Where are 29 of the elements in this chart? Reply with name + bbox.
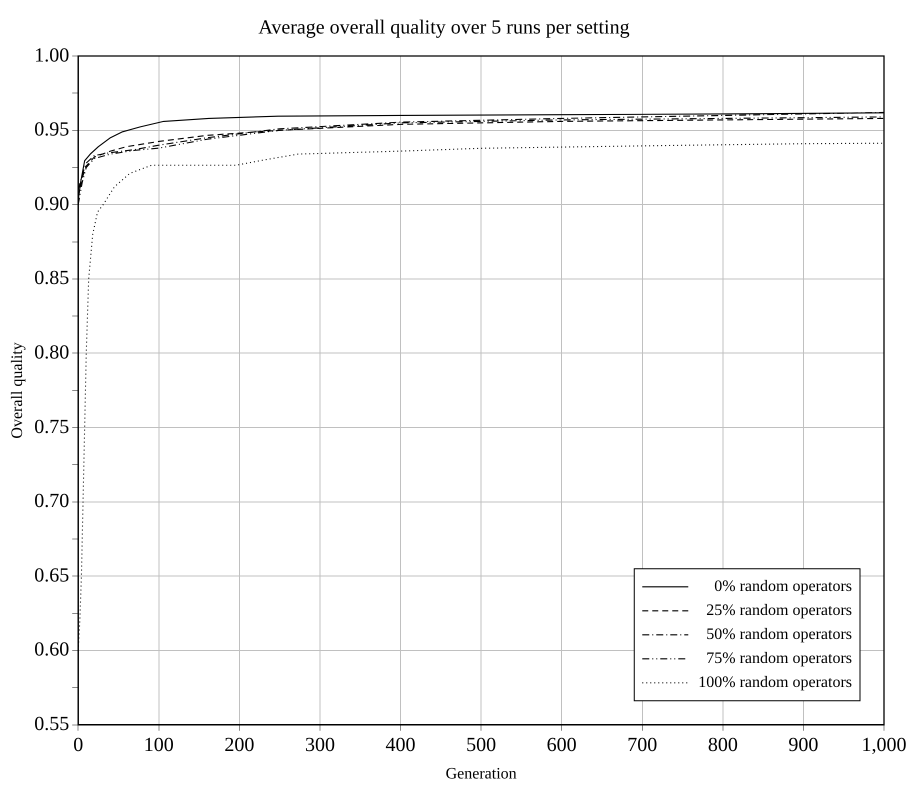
x-tick-label: 100 bbox=[144, 734, 174, 756]
legend-label: 100% random operators bbox=[698, 674, 852, 692]
y-tick-label: 0.60 bbox=[34, 638, 70, 661]
y-tick-label: 0.65 bbox=[34, 564, 70, 586]
x-tick-label: 400 bbox=[386, 734, 416, 756]
x-tick-label: 900 bbox=[788, 734, 818, 756]
legend-label: 75% random operators bbox=[706, 650, 852, 668]
y-tick-label: 0.80 bbox=[34, 341, 70, 364]
y-axis-title: Overall quality bbox=[8, 342, 26, 439]
y-tick-label: 0.90 bbox=[34, 192, 70, 215]
x-tick-label: 500 bbox=[466, 734, 496, 756]
x-tick-label: 600 bbox=[546, 734, 577, 756]
x-tick-label: 300 bbox=[304, 734, 335, 756]
x-tick-label: 800 bbox=[708, 734, 738, 756]
y-tick-label: 0.70 bbox=[34, 490, 70, 512]
y-tick-label: 0.75 bbox=[34, 416, 70, 438]
legend-label: 0% random operators bbox=[714, 578, 852, 596]
chart-title: Average overall quality over 5 runs per setting bbox=[258, 16, 630, 38]
x-tick-label: 700 bbox=[627, 734, 658, 756]
x-axis-title: Generation bbox=[446, 766, 517, 783]
y-tick-label: 1.00 bbox=[34, 44, 70, 66]
x-tick-label: 1,000 bbox=[862, 734, 906, 756]
y-tick-label: 0.55 bbox=[34, 713, 70, 736]
x-tick-label: 200 bbox=[224, 734, 254, 756]
y-tick-label: 0.85 bbox=[34, 267, 70, 290]
x-tick-label: 0 bbox=[73, 734, 84, 756]
legend-label: 25% random operators bbox=[706, 602, 852, 620]
y-tick-label: 0.95 bbox=[34, 118, 70, 141]
legend-label: 50% random operators bbox=[706, 626, 852, 644]
